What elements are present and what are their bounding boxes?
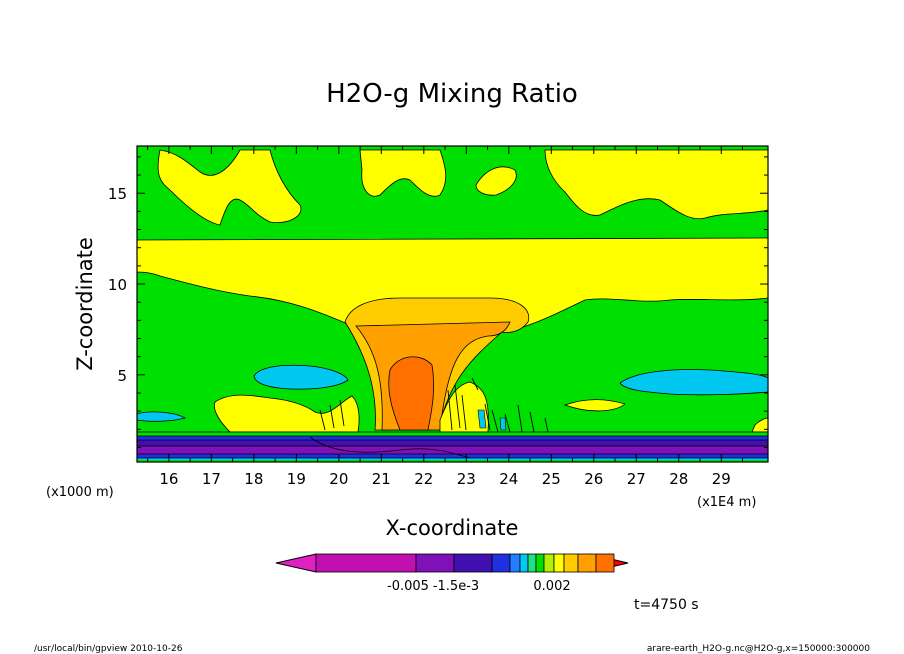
boundary-band-green-bottom xyxy=(137,460,768,462)
boundary-band-cyan xyxy=(137,458,768,460)
boundary-band-navy xyxy=(137,440,768,446)
colorbar-tick-label: -0.005 xyxy=(387,579,429,594)
x-tick-label: 18 xyxy=(244,470,263,488)
x-tick-label: 29 xyxy=(712,470,731,488)
contour-region-yellow-upper-small xyxy=(475,166,517,196)
contour-region-yellow-upper-left xyxy=(157,149,302,226)
time-stamp: t=4750 s xyxy=(634,597,699,613)
contour-region-cyan-lower-left xyxy=(137,411,187,422)
x-tick-label: 27 xyxy=(627,470,646,488)
colorbar-swatch xyxy=(577,553,597,573)
y-tick-label: 10 xyxy=(108,276,127,294)
y-axis-ticks: 5 10 15 xyxy=(108,156,768,448)
colorbar-arrow-left xyxy=(275,553,317,573)
axes: 16 17 18 19 20 21 22 23 24 25 26 27 28 29 5 10 15 xyxy=(108,145,769,488)
contour-region-cyan-east xyxy=(619,369,768,396)
contour-region-yellow-lower-right xyxy=(563,399,626,412)
footer-left: /usr/local/bin/gpview 2010-10-26 xyxy=(34,644,183,654)
contour-region-core xyxy=(388,356,435,431)
y-tick-label: 15 xyxy=(108,185,127,203)
colorbar-tick-label: 0.002 xyxy=(533,579,570,594)
x-tick-label: 23 xyxy=(457,470,476,488)
contour-region-cyan-west xyxy=(253,364,349,390)
x-axis-label: X-coordinate xyxy=(386,516,519,540)
colorbar-swatch xyxy=(553,553,565,573)
x-tick-label: 21 xyxy=(372,470,391,488)
x-tick-label: 26 xyxy=(584,470,603,488)
colorbar-swatch xyxy=(595,553,615,573)
x-tick-label: 24 xyxy=(499,470,518,488)
colorbar-swatch xyxy=(527,553,537,573)
plot-area xyxy=(137,146,768,462)
contour-streaks-cyan xyxy=(477,409,507,431)
x-tick-label: 28 xyxy=(669,470,688,488)
plot-frame xyxy=(136,145,769,463)
boundary-band-blue-1 xyxy=(137,436,768,440)
y-axis-label: Z-coordinate xyxy=(73,237,97,371)
colorbar-tick-label: -1.5e-3 xyxy=(433,579,479,594)
boundary-band-green xyxy=(137,432,768,436)
x-tick-label: 19 xyxy=(287,470,306,488)
colorbar-swatch xyxy=(535,553,545,573)
x-tick-label: 20 xyxy=(329,470,348,488)
x-axis-ticks: 16 17 18 19 20 21 22 23 24 25 26 27 28 29 xyxy=(147,146,744,488)
x-tick-label: 17 xyxy=(202,470,221,488)
contour-streaks xyxy=(319,377,549,433)
contour-region-yellow-lower-core-flank xyxy=(439,381,489,433)
x-tick-label: 16 xyxy=(159,470,178,488)
x-unit-label: (x1E4 m) xyxy=(697,495,756,510)
colorbar-swatch xyxy=(563,553,579,573)
contour-region-yellow-upper-right xyxy=(544,149,768,220)
colorbar-tick-labels: -0.005 -1.5e-3 0.002 xyxy=(387,579,571,594)
colorbar-swatch xyxy=(519,553,529,573)
colorbar-swatch xyxy=(315,553,417,573)
x-tick-label: 22 xyxy=(414,470,433,488)
y-tick-label: 5 xyxy=(117,367,127,385)
x-tick-label: 25 xyxy=(542,470,561,488)
colorbar-swatch xyxy=(543,553,555,573)
colorbar-swatch xyxy=(415,553,455,573)
contour-region-yellow-upper-mid xyxy=(359,149,447,197)
colorbar-swatch xyxy=(453,553,493,573)
boundary-band-blue-2 xyxy=(137,454,768,458)
chart-title: H2O-g Mixing Ratio xyxy=(326,79,578,109)
footer-right: arare-earth_H2O-g.nc@H2O-g,x=150000:3000… xyxy=(647,644,870,654)
colorbar-swatch xyxy=(509,553,521,573)
y-unit-label: (x1000 m) xyxy=(46,485,114,500)
boundary-band-purple xyxy=(137,446,768,454)
contour-region-yellow-lower-far-right xyxy=(751,417,768,433)
colorbar-swatch xyxy=(491,553,511,573)
colorbar xyxy=(275,553,629,573)
boundary-contour-lines xyxy=(137,431,768,459)
